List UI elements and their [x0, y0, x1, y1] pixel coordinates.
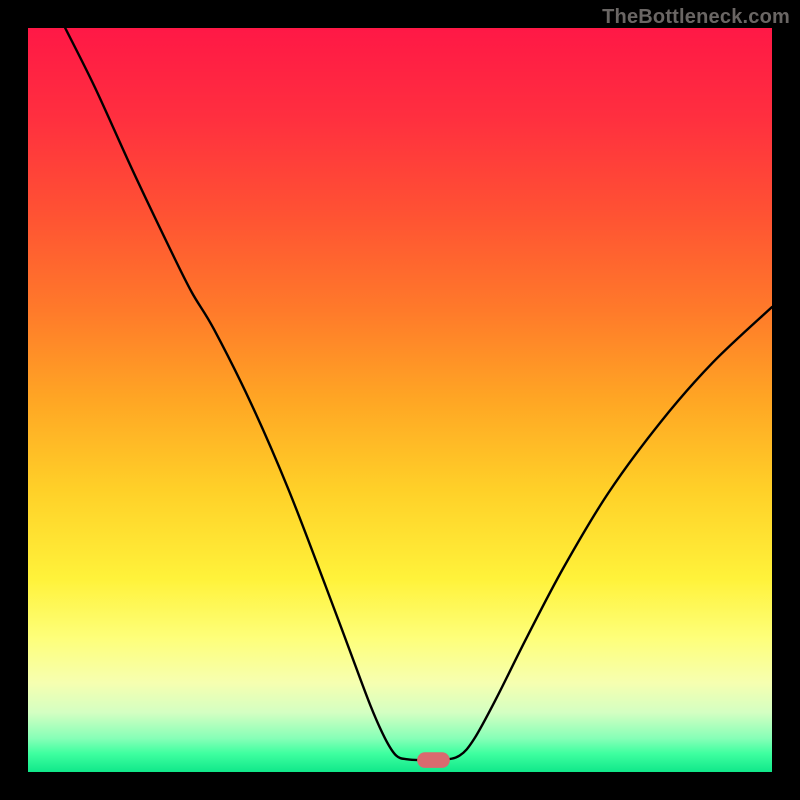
optimal-marker [417, 752, 450, 768]
watermark-label: TheBottleneck.com [602, 6, 790, 29]
plot-area [28, 28, 772, 772]
chart-container: TheBottleneck.com [0, 0, 800, 800]
bottleneck-chart [28, 28, 772, 772]
gradient-background [28, 28, 772, 772]
